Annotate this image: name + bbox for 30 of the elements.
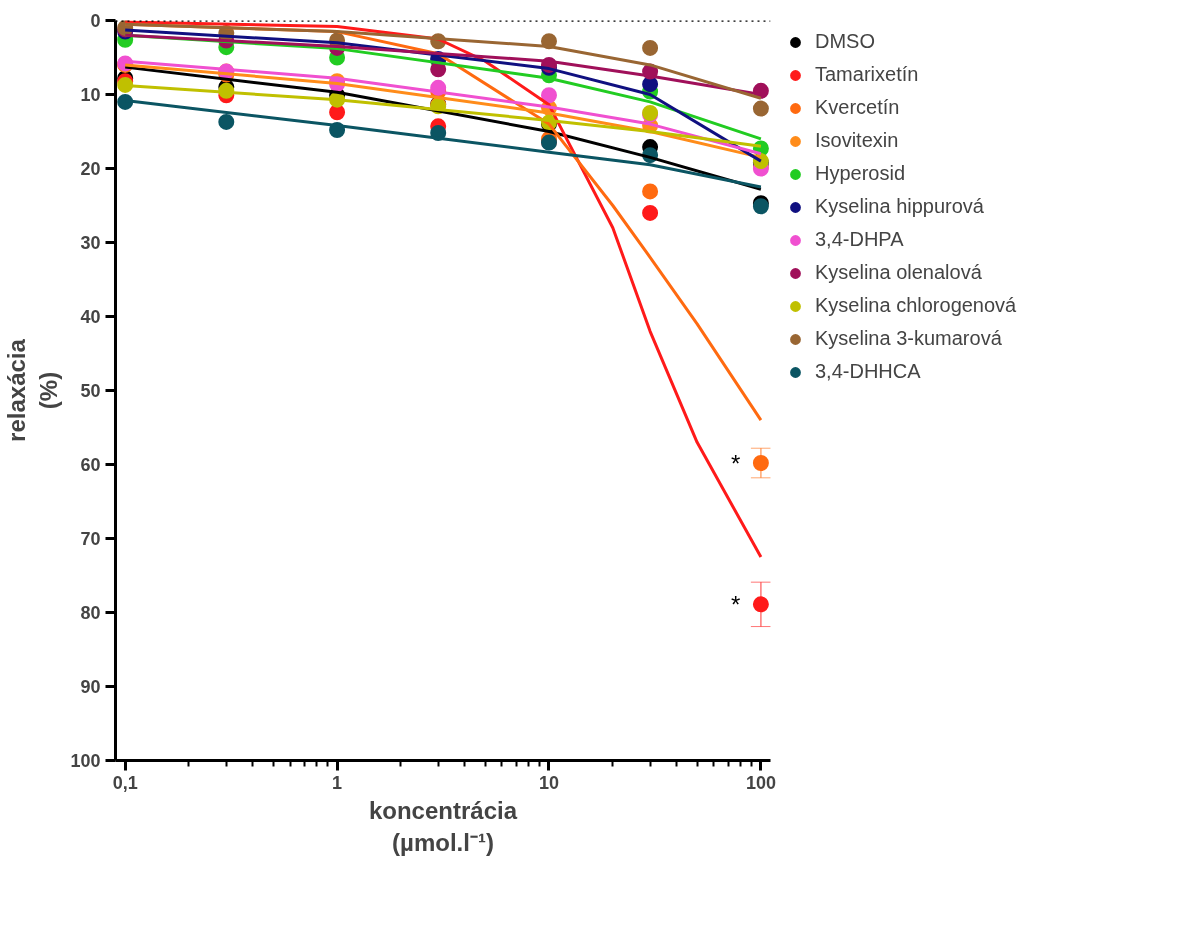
y-tick-label: 70 (80, 529, 101, 549)
y-tick-label: 80 (80, 603, 101, 623)
legend-label: Kvercetín (815, 96, 900, 119)
y-tick-label: 40 (80, 307, 101, 327)
y-tick-label: 20 (80, 159, 101, 179)
annotation: * (730, 450, 741, 478)
legend-label: Hyperosid (815, 162, 906, 185)
y-axis-title: relaxácia (%) (3, 338, 63, 442)
y-tick-label: 90 (80, 677, 101, 697)
x-tick-label: 0,1 (112, 772, 138, 793)
legend-label: 3,4-DHPA (815, 228, 904, 251)
legend-label: Kyselina hippurová (815, 195, 984, 218)
legend-label: Isovitexin (815, 129, 899, 152)
legend-label: Tamarixetín (815, 63, 919, 86)
y-tick-label: 50 (80, 381, 101, 401)
legend-label: 3,4-DHHCA (815, 360, 921, 383)
x-tick-label: 1 (332, 772, 343, 793)
annotation: * (730, 591, 741, 619)
x-axis-title: koncentrácia (µmol.l⁻¹) (368, 796, 518, 856)
x-tick-label: 100 (745, 772, 776, 793)
y-tick-label: 10 (80, 85, 101, 105)
legend-label: DMSO (815, 30, 875, 53)
y-tick-label: 60 (80, 455, 101, 475)
x-tick-label: 10 (538, 772, 560, 793)
legend-label: Kyselina olenalová (815, 261, 982, 284)
legend-label: Kyselina chlorogenová (815, 294, 1017, 317)
y-tick-label: 30 (80, 233, 101, 253)
y-tick-label: 0 (90, 11, 101, 31)
y-tick-label: 100 (70, 751, 101, 771)
legend-label: Kyselina 3-kumarová (815, 327, 1002, 350)
